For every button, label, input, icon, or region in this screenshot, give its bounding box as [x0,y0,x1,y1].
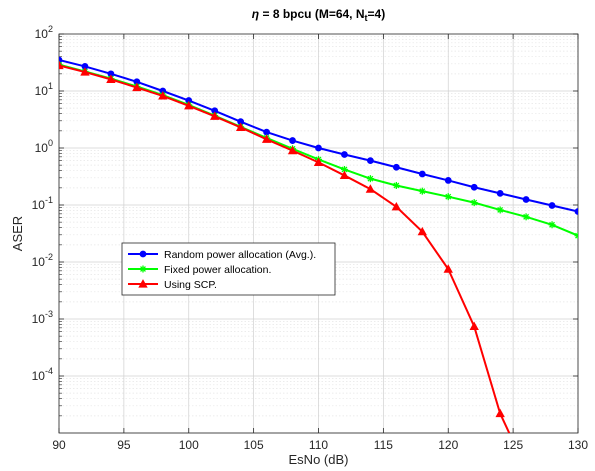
series-1 [59,56,578,215]
data-point [315,144,322,152]
legend-label: Fixed power allocation. [164,264,271,276]
title-symbol: η [252,7,259,21]
data-point [470,183,478,191]
title-tail: =4) [368,7,386,21]
x-tick-label: 130 [568,438,588,452]
x-axis-label: EsNo (dB) [289,452,349,467]
data-point [313,157,324,166]
data-point [574,208,578,215]
x-tick-label: 95 [117,438,131,452]
star-stroke [471,199,478,206]
data-point [263,128,271,136]
x-tick-label: 120 [438,438,458,452]
star-stroke [140,266,146,272]
data-point [392,163,400,171]
data-point [132,82,142,92]
y-tick-label: 101 [35,81,53,98]
legend-label: Random power allocation (Avg.). [164,249,316,261]
data-point [443,264,453,273]
y-tick-label: 100 [35,138,53,155]
series-layer [59,56,578,433]
y-tick-label: 10-1 [32,195,53,212]
data-point [495,408,505,418]
star-stroke [497,206,504,213]
data-point [574,232,578,240]
title-main: = 8 bpcu (M=64, N [259,7,364,21]
data-point [365,184,376,193]
legend-label: Using SCP. [164,279,217,291]
star-stroke [445,193,452,200]
x-tick-label: 105 [244,438,264,452]
data-point [470,199,478,207]
y-tick-label: 10-3 [32,309,53,326]
x-tick-label: 115 [374,438,393,452]
data-point [548,202,556,209]
data-point [210,111,220,120]
y-tick-label: 102 [35,24,53,41]
data-point [496,206,504,214]
x-tick-label: 125 [503,438,523,452]
star-stroke [341,166,348,173]
data-point [418,187,426,195]
star-stroke [367,175,374,182]
legend: Random power allocation (Avg.). Fixed pow… [121,242,336,296]
chart-title: η = 8 bpcu (M=64, Nt=4) [252,7,385,23]
data-point [106,74,116,83]
data-point [391,201,402,211]
star-stroke [575,234,578,239]
data-point [59,60,64,70]
series-3 [59,60,511,433]
star-stroke [393,182,400,189]
y-tick-label: 10-4 [32,366,53,383]
grid [58,34,579,434]
x-tick-label: 100 [179,438,199,452]
data-point [417,226,427,236]
data-point [496,189,504,197]
x-tick-label: 90 [52,438,66,452]
data-point [522,196,530,203]
legend-entry: Fixed power allocation. [128,264,271,276]
star-stroke [575,232,578,237]
data-point [339,170,350,180]
legend-marker [139,265,147,273]
data-point [184,100,194,110]
data-point [366,175,374,183]
legend-marker [139,250,147,258]
data-point [261,134,272,143]
legend-entry: Random power allocation (Avg.). [128,249,316,261]
data-point [444,177,452,184]
data-point [287,145,298,155]
data-point [341,151,348,158]
data-point [235,122,246,131]
data-point [469,321,479,331]
star-stroke [523,213,530,220]
star-stroke [549,221,555,228]
data-point [158,91,168,100]
data-point [444,193,452,201]
data-point [548,221,556,229]
data-point [522,213,530,221]
legend-marker [138,279,148,288]
star-stroke [419,188,426,195]
data-point [59,56,63,64]
x-tick-label: 110 [309,438,328,452]
data-point [80,67,90,76]
data-point [418,170,426,178]
data-point [289,137,296,144]
data-point [392,181,400,189]
y-axis-label: ASER [10,216,25,251]
axis-ticks: 90 95 100 105 110 115 120 125 130 102 101 100 10-1 10… [32,24,589,452]
y-tick-label: 10-2 [32,252,53,269]
legend-entry: Using SCP. [128,279,217,291]
data-point [366,157,374,165]
title-subscript: t [365,13,368,23]
star-stroke [59,61,62,66]
